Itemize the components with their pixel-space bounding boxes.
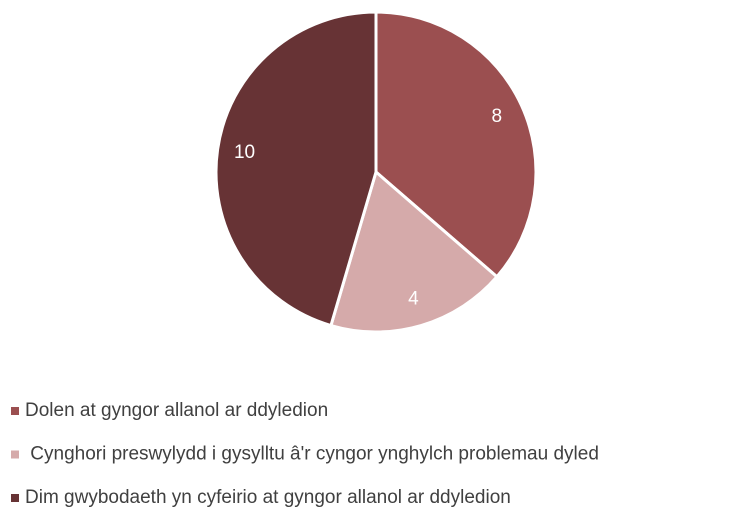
pie-slice	[214, 10, 378, 328]
legend-marker	[11, 494, 19, 502]
data-label: 10	[234, 142, 255, 163]
pie-slice	[329, 169, 500, 334]
data-label: 8	[492, 106, 503, 127]
legend-marker	[11, 450, 19, 459]
pie-slice	[374, 10, 538, 279]
legend-label: Dim gwybodaeth yn cyfeirio at gyngor all…	[25, 487, 511, 508]
legend-marker	[11, 407, 19, 415]
data-label: 4	[408, 288, 419, 309]
legend-label: Cynghori preswylydd i gysylltu â'r cyngo…	[25, 444, 599, 465]
legend-label: Dolen at gyngor allanol ar ddyledion	[25, 400, 328, 421]
